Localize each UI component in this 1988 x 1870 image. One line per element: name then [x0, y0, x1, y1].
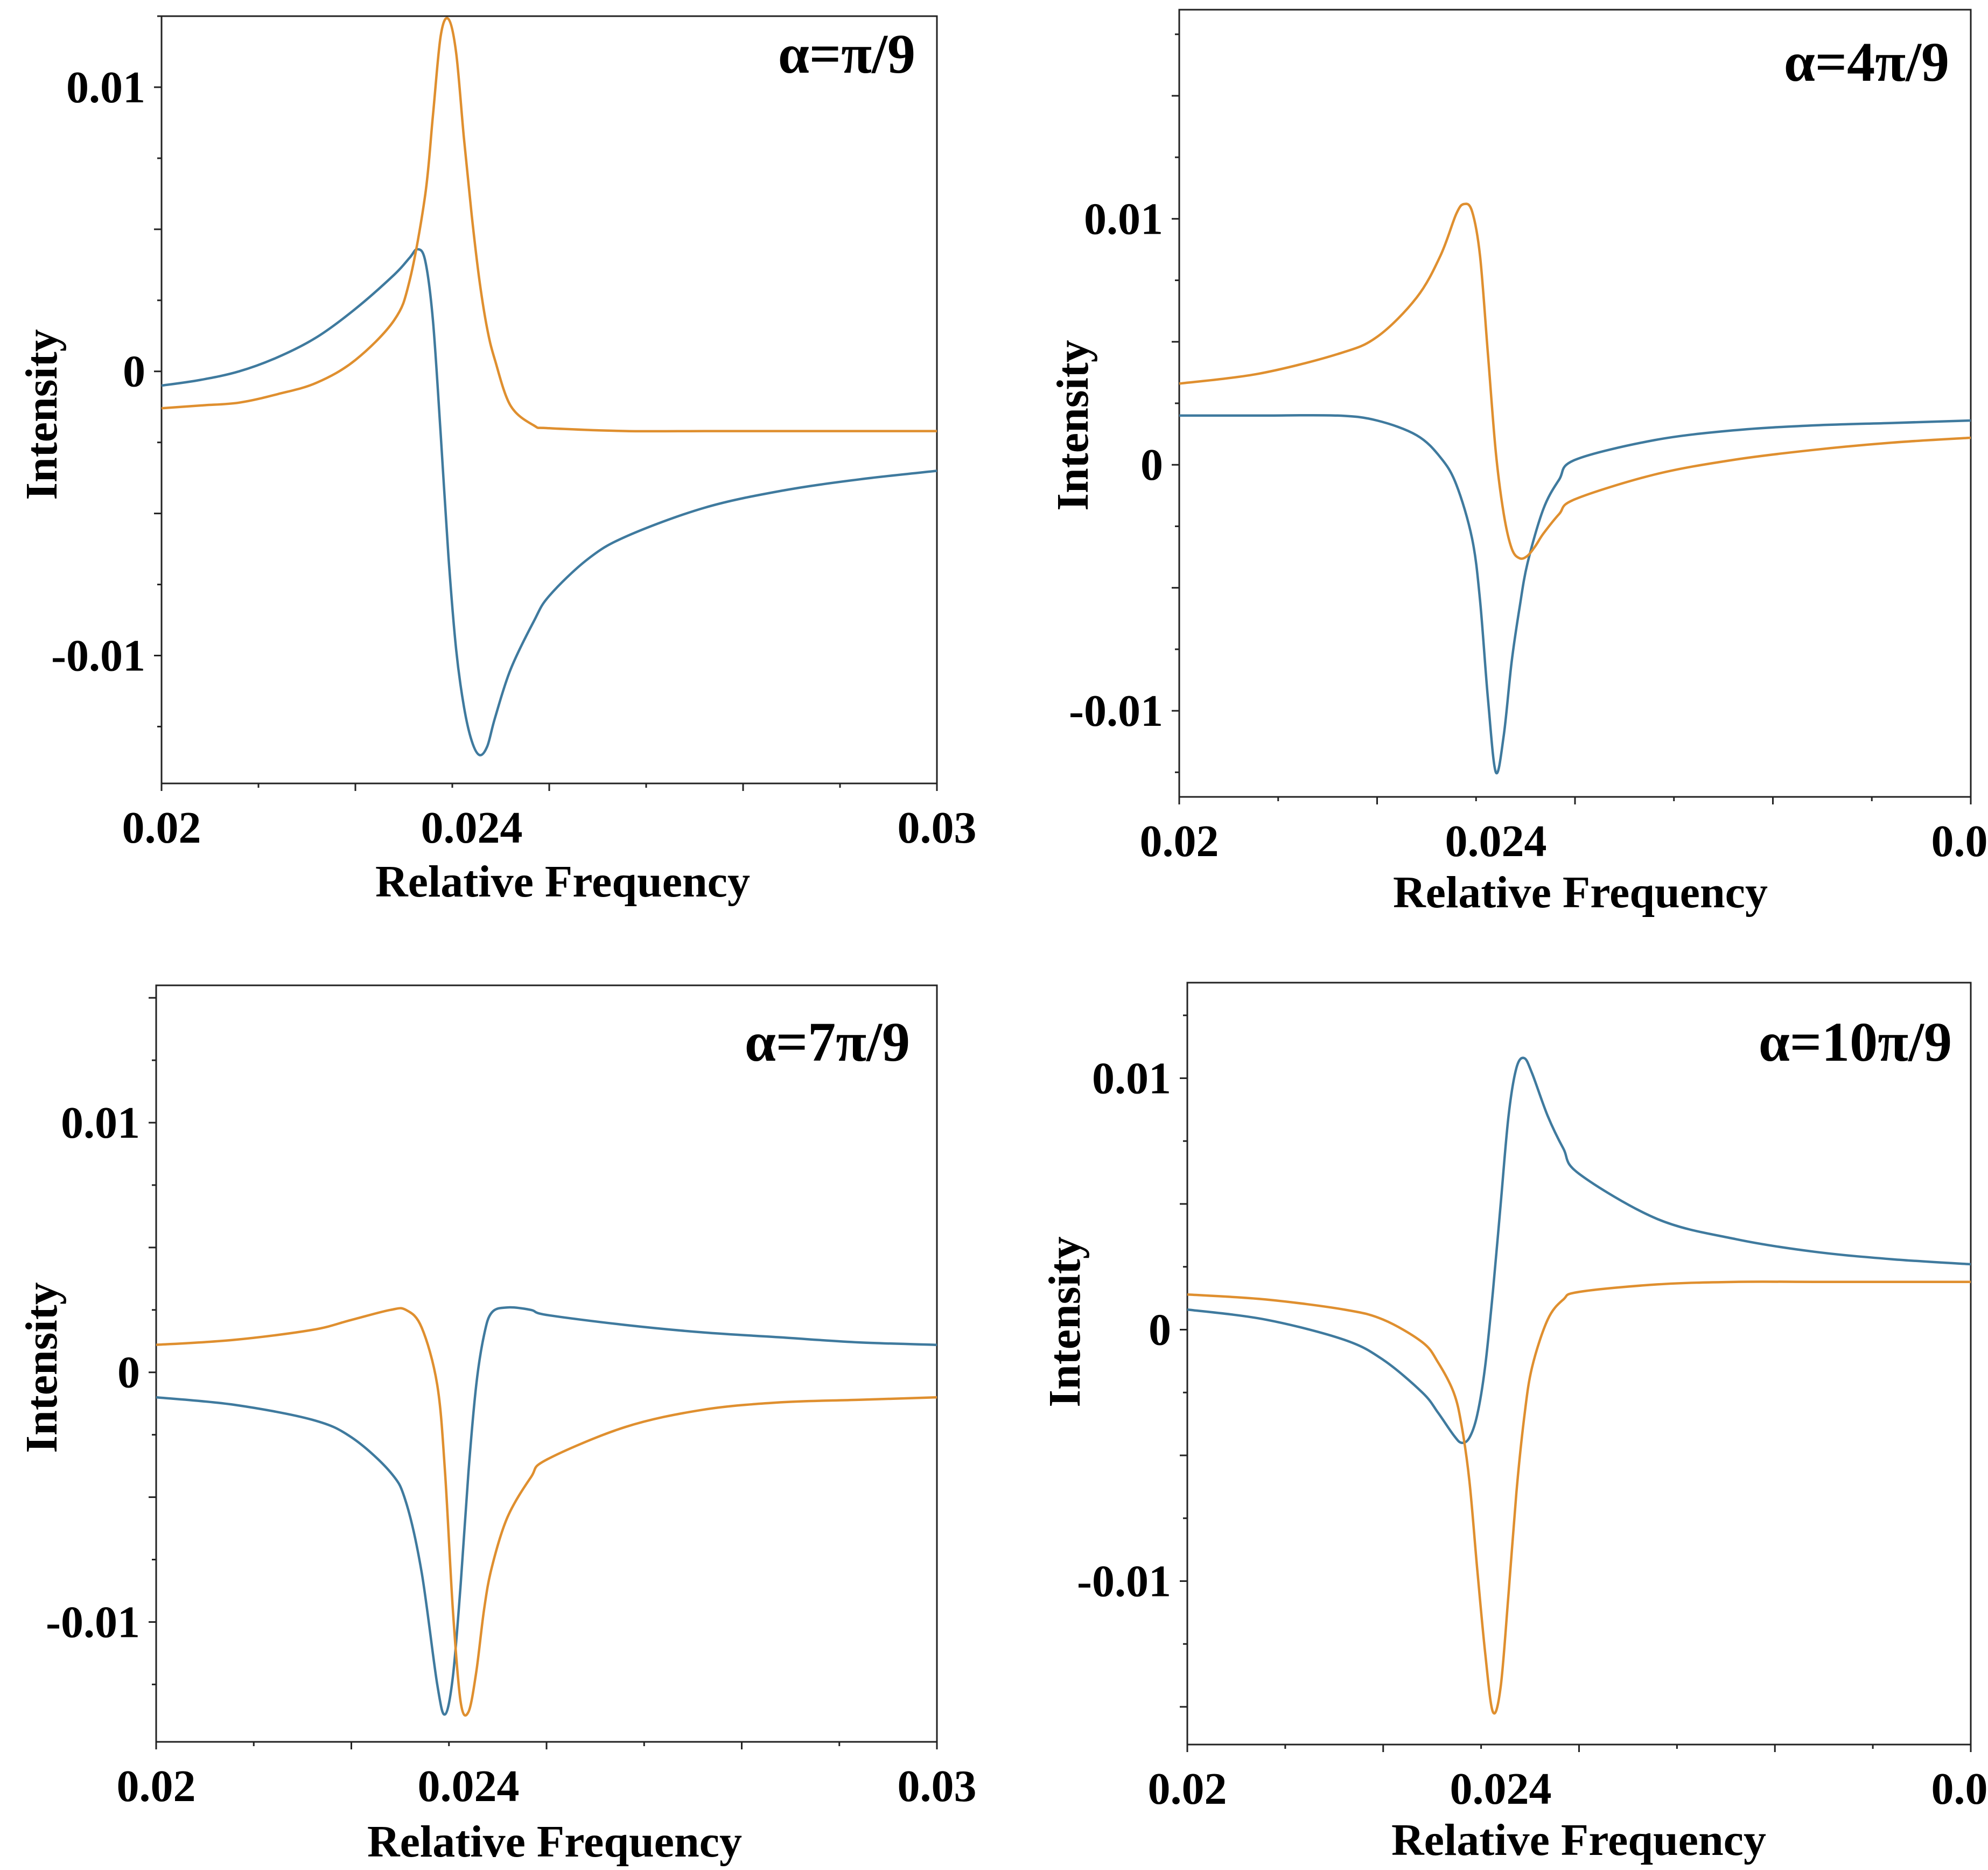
x-tick-label-2: 0.03	[1931, 1764, 1988, 1814]
panel-title: α=π/9	[778, 23, 915, 85]
plot-frame	[155, 984, 938, 1743]
x-axis-title: Relative Frequency	[375, 857, 750, 907]
y-tick-label-0: -0.01	[1069, 686, 1163, 736]
series-line-blue	[156, 1306, 937, 1716]
series-line-blue	[1187, 1056, 1971, 1445]
y-tick-label-1: 0	[123, 347, 145, 397]
y-axis-title: Intensity	[1048, 340, 1098, 510]
y-tick-label-1: 0	[1149, 1305, 1171, 1355]
plot-frame	[1186, 982, 1972, 1746]
panel-alpha-4pi-9: α=4π/9 0.02 0.024 0.03 -0.01 0 0.01 Rela…	[1048, 9, 1988, 918]
x-tick-label-2: 0.03	[898, 803, 977, 853]
x-tick-label-0: 0.02	[1140, 816, 1219, 866]
series-line-orange	[161, 17, 937, 433]
y-axis-title: Intensity	[17, 1282, 67, 1453]
y-tick-label-0: -0.01	[46, 1597, 140, 1647]
x-tick-label-2: 0.03	[898, 1761, 977, 1811]
y-axis-title: Intensity	[1040, 1236, 1090, 1407]
series-layer	[1179, 202, 1971, 775]
y-tick-label-2: 0.01	[1092, 1053, 1171, 1103]
y-tick-label-0: -0.01	[51, 631, 145, 681]
x-axis-title: Relative Frequency	[367, 1817, 742, 1867]
y-tick-label-2: 0.01	[61, 1098, 140, 1148]
x-axis-title: Relative Frequency	[1393, 867, 1768, 918]
x-tick-label-1: 0.024	[418, 1761, 520, 1811]
tick-marks	[149, 997, 938, 1749]
panel-title: α=10π/9	[1759, 1011, 1952, 1073]
tick-marks	[154, 15, 938, 791]
x-tick-label-0: 0.02	[117, 1761, 196, 1811]
x-tick-label-1: 0.024	[1445, 816, 1547, 866]
x-tick-label-2: 0.03	[1931, 816, 1988, 866]
x-tick-label-1: 0.024	[421, 803, 523, 853]
x-tick-label-0: 0.02	[1148, 1764, 1227, 1814]
plot-frame	[1178, 9, 1972, 798]
y-tick-label-1: 0	[1140, 440, 1163, 490]
panel-alpha-7pi-9: α=7π/9 0.02 0.024 0.03 -0.01 0 0.01 Rela…	[17, 984, 977, 1867]
series-line-blue	[1179, 414, 1971, 775]
y-tick-label-2: 0.01	[1084, 194, 1163, 244]
y-axis-title: Intensity	[17, 329, 67, 500]
tick-marks	[1180, 1014, 1972, 1752]
panel-alpha-pi-9: α=π/9 0.02 0.024 0.03 -0.01 0 0.01 Relat…	[17, 15, 977, 907]
tick-marks	[1172, 33, 1972, 804]
panel-alpha-10pi-9: α=10π/9 0.02 0.024 0.03 -0.01 0 0.01 Rel…	[1040, 982, 1988, 1865]
series-layer	[156, 1306, 937, 1717]
series-line-blue	[161, 248, 937, 757]
series-line-orange	[1187, 1280, 1971, 1715]
series-layer	[161, 17, 937, 757]
panel-title: α=7π/9	[745, 1011, 910, 1073]
series-line-orange	[1179, 202, 1971, 560]
x-tick-label-0: 0.02	[122, 803, 201, 853]
y-tick-label-2: 0.01	[66, 62, 145, 113]
panel-title: α=4π/9	[1784, 31, 1949, 93]
series-line-orange	[156, 1307, 937, 1717]
series-layer	[1187, 1056, 1971, 1715]
x-tick-label-1: 0.024	[1450, 1764, 1552, 1814]
y-tick-label-1: 0	[117, 1348, 140, 1398]
x-axis-title: Relative Frequency	[1391, 1815, 1766, 1865]
y-tick-label-0: -0.01	[1077, 1556, 1171, 1606]
plot-frame	[160, 15, 938, 785]
